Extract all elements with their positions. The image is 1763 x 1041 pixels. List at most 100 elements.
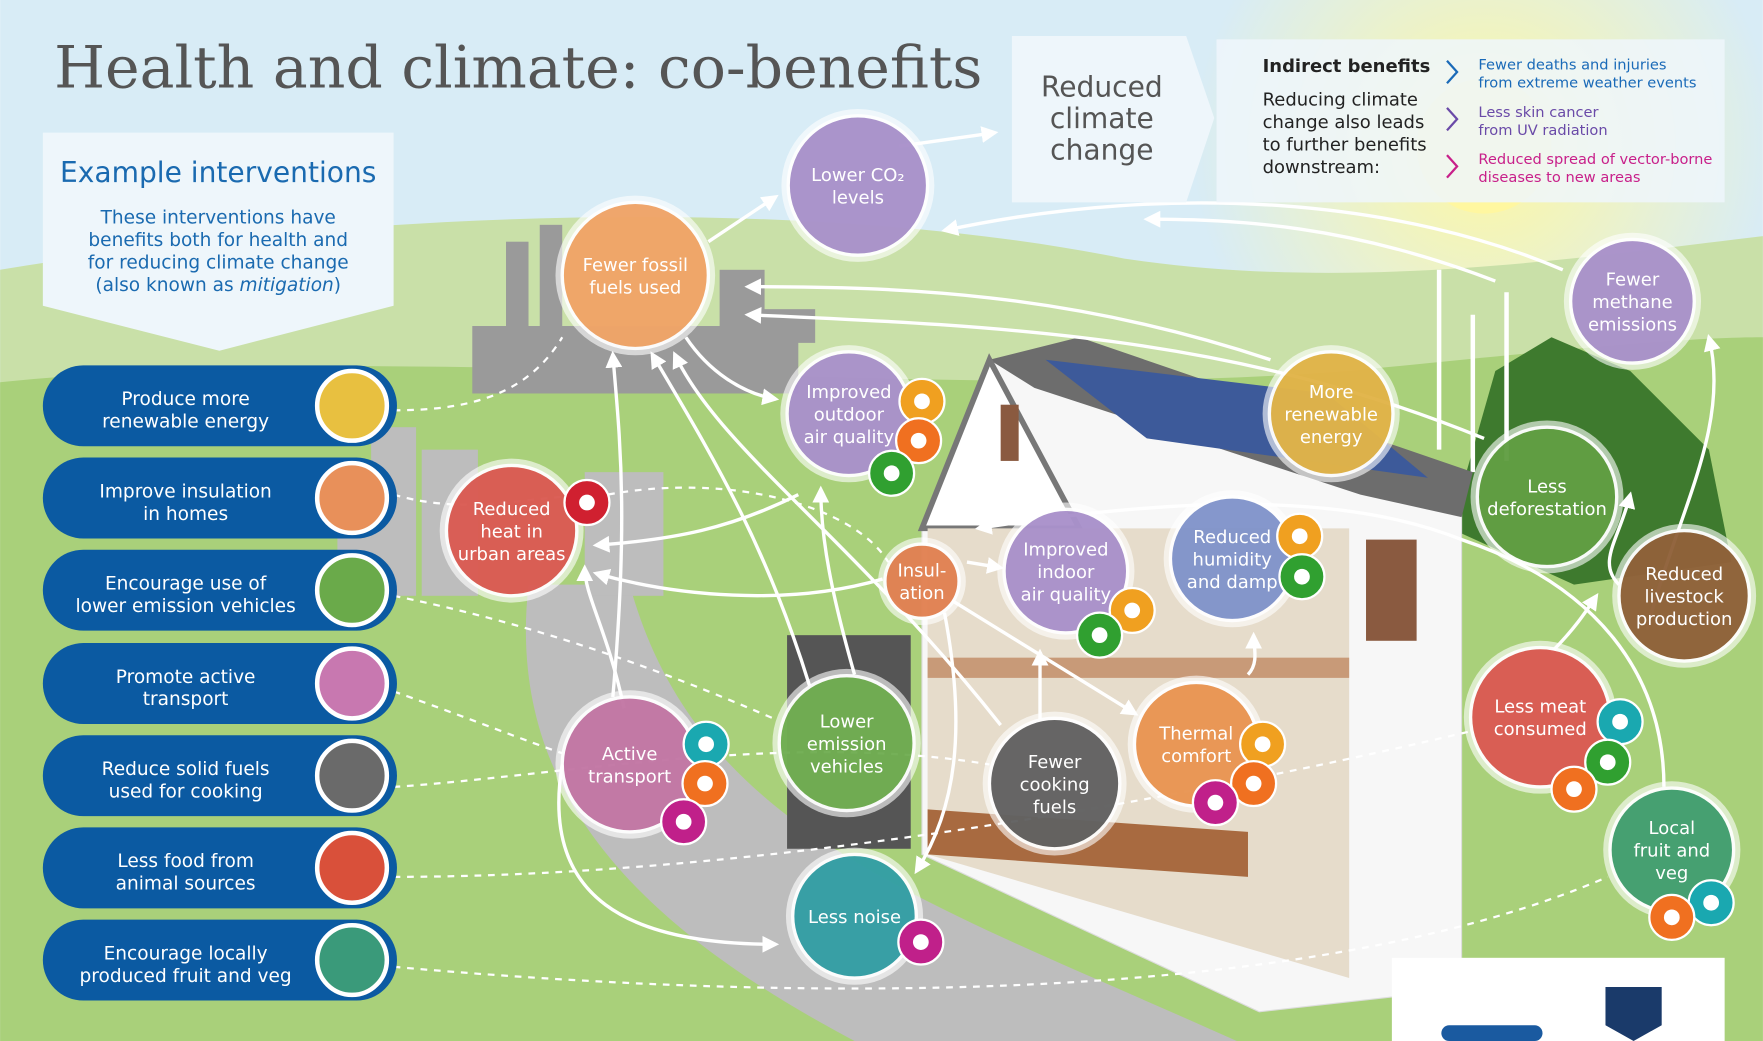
label-line: More: [1309, 382, 1354, 403]
text-italic: mitigation: [240, 275, 334, 296]
indirect-title: Indirect benefits: [1263, 56, 1431, 77]
label-line: change: [1050, 134, 1153, 167]
label-line: Fewer deaths and injuries: [1478, 57, 1666, 74]
label-line: Less noise: [808, 907, 901, 928]
benefit-node: Insul-ation: [878, 537, 966, 625]
label-line: cooking: [1020, 774, 1090, 795]
label-line: diseases to new areas: [1478, 169, 1640, 186]
health-icon-glyph: [1124, 603, 1140, 619]
health-icon-glyph: [911, 433, 927, 449]
label-line: Insul-: [898, 561, 947, 582]
intervention-thumb: [317, 463, 387, 533]
label: Insul-ation: [898, 561, 947, 604]
text: (also known as: [95, 275, 239, 296]
intervention: Improve insulationin homes: [43, 458, 397, 539]
label-line: produced fruit and veg: [80, 965, 292, 986]
label-line: Fewer: [1606, 270, 1660, 291]
label-line: Improved: [806, 382, 891, 403]
infographic: Health and climate: co-benefits Example …: [0, 0, 1763, 1041]
label-line: deforestation: [1487, 499, 1607, 520]
description-line: benefits both for health and: [88, 230, 348, 251]
intervention-thumb: [317, 371, 387, 441]
label-line: Fewer fossil: [583, 255, 688, 276]
label-line: Promote active: [116, 666, 256, 687]
description-line: These interventions have: [100, 208, 336, 229]
label-line: Reduced: [473, 499, 551, 520]
intervention-thumb: [317, 925, 387, 995]
intervention-thumb: [317, 741, 387, 811]
label: Reduce solid fuelsused for cooking: [102, 758, 270, 801]
interventions-title: Example interventions: [60, 156, 376, 189]
health-icon-glyph: [884, 465, 900, 481]
label-line: and damp: [1187, 572, 1278, 593]
label-line: livestock: [1644, 587, 1724, 608]
label-line: renewable: [1284, 404, 1378, 425]
intervention-thumb: [317, 555, 387, 625]
text: ): [334, 275, 341, 296]
label-line: climate: [1050, 102, 1154, 135]
label-line: transport: [143, 689, 229, 710]
label-line: Reduced: [1041, 71, 1163, 104]
health-icon-glyph: [1664, 909, 1680, 925]
label-line: methane: [1592, 292, 1672, 313]
label-line: animal sources: [116, 873, 256, 894]
page: Health and climate: co-benefits Example …: [0, 0, 1763, 1041]
label-line: Improve insulation: [99, 481, 271, 502]
health-icon-glyph: [697, 776, 713, 792]
description-line: for reducing climate change: [88, 253, 349, 274]
label-line: Less meat: [1494, 697, 1586, 718]
health-icon-glyph: [1703, 895, 1719, 911]
label-line: Reduced: [1645, 564, 1723, 585]
label-line: renewable energy: [102, 411, 269, 432]
health-icon-glyph: [914, 393, 930, 409]
label-line: Thermal: [1158, 724, 1233, 745]
label-line: consumed: [1494, 719, 1587, 740]
benefit-node: Lessdeforestation: [1471, 420, 1624, 573]
label-line: air quality: [804, 427, 895, 448]
label-line: Less: [1527, 476, 1566, 497]
label-line: Lower CO₂: [811, 165, 904, 186]
logo: [1441, 1025, 1542, 1041]
label-line: Reduced spread of vector-borne: [1478, 151, 1712, 168]
label-line: air quality: [1021, 584, 1112, 605]
label-line: indoor: [1037, 562, 1095, 583]
interventions-description-end: (also known as mitigation): [95, 275, 341, 296]
label-line: Less food from: [117, 851, 254, 872]
label-line: fruit and: [1633, 841, 1710, 862]
label-line: Encourage use of: [105, 573, 267, 594]
health-icon-glyph: [1294, 569, 1310, 585]
label-line: heat in: [480, 521, 543, 542]
label-line: change also leads: [1263, 112, 1425, 133]
health-icon-glyph: [913, 934, 929, 950]
label-line: emissions: [1588, 315, 1677, 336]
health-icon-glyph: [1612, 714, 1628, 730]
label-line: lower emission vehicles: [76, 595, 296, 616]
intervention: Produce morerenewable energy: [43, 365, 397, 446]
label-line: urban areas: [458, 544, 566, 565]
benefit-node: Less noise: [786, 848, 923, 985]
benefit-node: Reducedheat inurban areas: [440, 459, 584, 603]
label: Encourage locallyproduced fruit and veg: [80, 943, 292, 986]
label-line: used for cooking: [109, 781, 263, 802]
intervention-thumb: [317, 649, 387, 719]
health-icon-glyph: [1208, 795, 1224, 811]
climate-text: Reducedclimatechange: [1041, 71, 1163, 167]
label: Fewer deaths and injuriesfrom extreme we…: [1478, 57, 1696, 92]
health-icon-glyph: [698, 736, 714, 752]
label-line: production: [1636, 609, 1733, 630]
label: Less noise: [808, 907, 901, 928]
health-icon-glyph: [1246, 776, 1262, 792]
label-line: Encourage locally: [104, 943, 268, 964]
label-line: Reduced: [1193, 527, 1271, 548]
label-line: fuels used: [589, 277, 681, 298]
label-line: from UV radiation: [1478, 122, 1607, 139]
